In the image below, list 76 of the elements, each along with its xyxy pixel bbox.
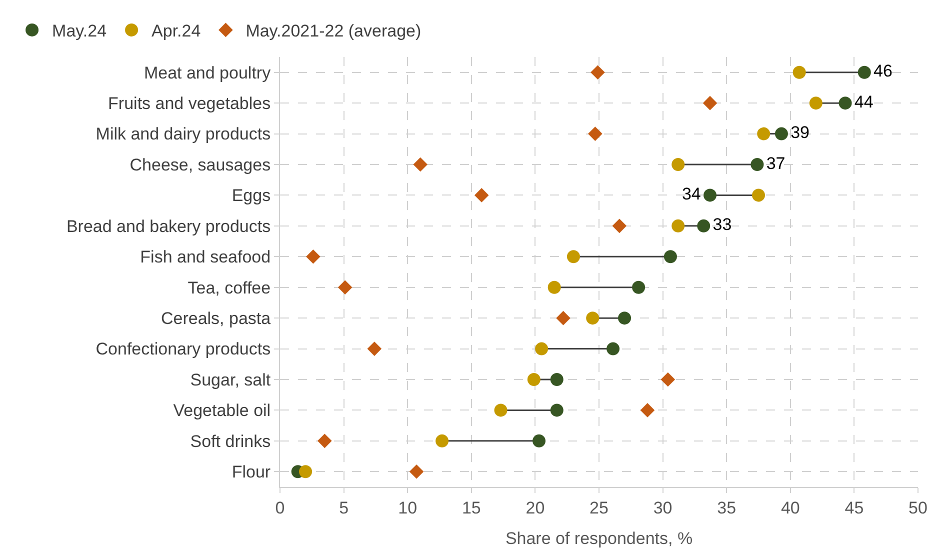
y-tick-label: Vegetable oil — [173, 401, 271, 420]
data-label: 34 — [682, 184, 701, 204]
y-tick-label: Fruits and vegetables — [108, 94, 271, 114]
point — [318, 434, 332, 448]
y-tick-label: Confectionary products — [96, 340, 271, 359]
x-tick-label: 35 — [717, 498, 736, 518]
x-axis-title: Share of respondents, % — [505, 528, 693, 548]
point — [702, 96, 718, 110]
x-tick-label: 30 — [653, 498, 672, 518]
x-tick-label: 0 — [275, 498, 285, 518]
point — [527, 373, 540, 386]
point — [672, 158, 685, 171]
legend-label: Apr.24 — [152, 22, 201, 41]
point — [436, 434, 449, 448]
y-tick-label: Milk and dairy products — [96, 124, 271, 144]
y-tick-label: Bread and bakery products — [66, 216, 271, 236]
point — [550, 404, 564, 417]
point — [660, 372, 676, 387]
point — [590, 65, 605, 80]
point — [556, 310, 570, 326]
point — [858, 66, 871, 79]
point — [792, 66, 806, 79]
point — [809, 96, 822, 110]
x-tick-label: 50 — [908, 498, 928, 518]
data-label: 46 — [874, 62, 892, 81]
point — [697, 219, 710, 232]
point — [367, 342, 382, 356]
point — [413, 157, 428, 172]
y-tick-label: Cereals, pasta — [160, 309, 272, 328]
point — [586, 312, 600, 325]
data-label: 33 — [712, 215, 732, 234]
point — [306, 249, 320, 264]
point — [409, 464, 424, 479]
y-tick-label: Eggs — [232, 186, 271, 206]
y-tick-label: Cheese, sausages — [130, 155, 271, 174]
point — [838, 96, 852, 110]
point — [532, 434, 546, 448]
data-label: 37 — [766, 154, 786, 173]
data-label: 44 — [854, 92, 874, 112]
point — [338, 280, 352, 295]
x-tick-label: 45 — [844, 498, 864, 518]
point — [494, 404, 508, 417]
x-tick-label: 10 — [398, 498, 418, 518]
point — [535, 342, 548, 356]
point — [640, 403, 655, 418]
data-label: 39 — [790, 123, 810, 142]
point — [566, 250, 580, 264]
point — [752, 188, 765, 202]
point — [704, 188, 717, 202]
y-tick-label: Tea, coffee — [188, 278, 271, 298]
point — [757, 127, 770, 140]
point — [588, 126, 602, 141]
y-tick-label: Fish and seafood — [140, 248, 271, 267]
x-tick-label: 5 — [339, 498, 349, 518]
point — [612, 218, 627, 234]
x-tick-label: 40 — [780, 498, 800, 518]
point — [618, 312, 632, 325]
x-tick-label: 15 — [462, 498, 481, 518]
y-tick-label: Soft drinks — [190, 432, 271, 451]
legend-label: May.24 — [52, 22, 107, 41]
point — [606, 342, 620, 356]
point — [299, 465, 312, 478]
point — [774, 127, 788, 140]
point — [632, 280, 646, 294]
point — [672, 219, 685, 232]
point — [550, 373, 564, 386]
y-tick-label: Meat and poultry — [144, 63, 272, 82]
legend-label: May.2021-22 (average) — [246, 22, 422, 41]
point — [750, 158, 764, 171]
y-tick-label: Sugar, salt — [190, 370, 271, 390]
point — [548, 280, 561, 294]
point — [664, 250, 677, 264]
y-tick-label: Flour — [232, 462, 271, 482]
x-tick-label: 25 — [590, 498, 608, 518]
x-tick-label: 20 — [526, 498, 545, 518]
point — [474, 188, 489, 202]
